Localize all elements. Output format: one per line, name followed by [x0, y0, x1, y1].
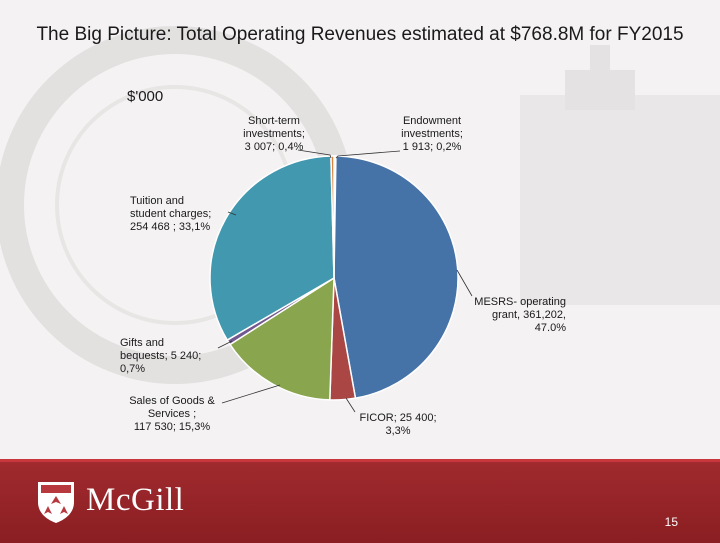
page-number: 15 [664, 515, 678, 529]
leader-tuition [227, 211, 237, 216]
leader-endowment [335, 150, 401, 159]
leader-gifts [217, 340, 233, 349]
label-sales: Sales of Goods & Services ; 117 530; 15,… [129, 395, 215, 433]
label-mesrs: MESRS- operating grant, 361,202, 47.0% [474, 296, 566, 334]
leader-mesrs [456, 269, 473, 297]
slide-title: The Big Picture: Total Operating Revenue… [36, 24, 684, 45]
label-short-term-investments: Short-term investments; 3 007; 0,4% [243, 115, 305, 153]
label-endowment-investments: Endowment investments; 1 913; 0,2% [401, 115, 463, 153]
footer-bar: McGill 15 [0, 459, 720, 543]
leader-sales [221, 384, 281, 404]
logo-wordmark: McGill [86, 482, 185, 518]
label-gifts: Gifts and bequests; 5 240; 0,7% [120, 337, 202, 375]
revenue-pie-chart [209, 149, 473, 413]
leader-ficor [345, 397, 356, 413]
crest-icon [38, 482, 74, 523]
slice-tuition [209, 155, 335, 342]
label-ficor: FICOR; 25 400; 3,3% [359, 412, 437, 437]
slice-mesrs [333, 155, 459, 400]
unit-label: $'000 [127, 88, 164, 105]
leader-short-term [297, 149, 332, 159]
slice-short-term [330, 155, 335, 279]
slice-sales [228, 276, 335, 401]
label-tuition: Tuition and student charges; 254 468 ; 3… [130, 195, 212, 233]
